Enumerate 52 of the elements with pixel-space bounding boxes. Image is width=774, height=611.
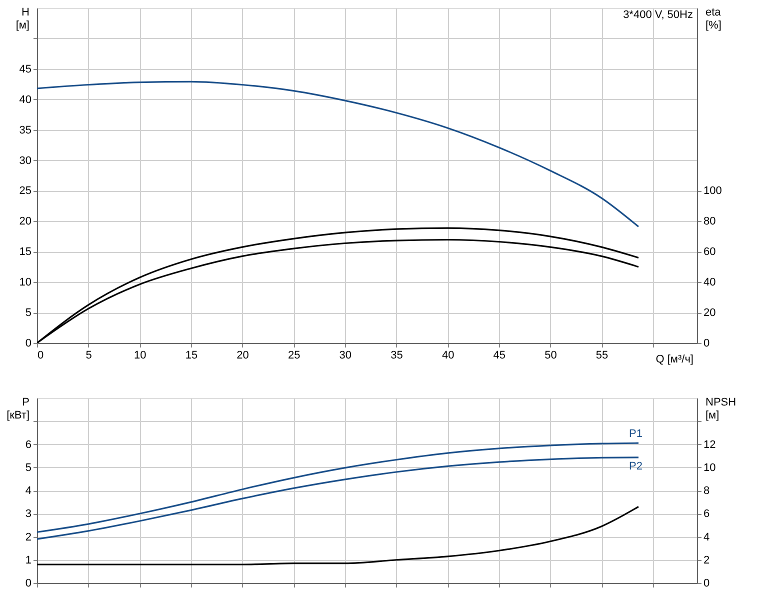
y2-tick-label: 8 [704,485,710,497]
y-tick-label: 0 [25,578,32,590]
x-tick-label: 10 [134,350,146,362]
y2-tick-label: 2 [704,554,710,566]
y-tick-label: 3 [25,508,32,520]
y2-axis-title: eta [%] [706,6,722,32]
y2-tick-label: 80 [704,216,716,228]
y2-axis-title: NPSH [м] [706,396,736,422]
y2-tick-label: 0 [704,578,710,590]
chart-title: 3*400 V, 50Hz [623,9,693,21]
y-tick-label: 15 [19,246,32,258]
y2-tick-label: 0 [704,338,710,350]
line-series [37,506,640,566]
x-tick-label: 15 [185,350,198,362]
x-tick-label: 45 [493,350,506,362]
y-tick-label: 4 [25,485,32,497]
x-tick-label: 35 [390,350,403,362]
y2-tick-label: 60 [704,246,716,258]
y-tick-label: 0 [25,338,32,350]
x-tick-label: 25 [288,350,300,362]
y2-tick-label: 100 [704,185,722,198]
y-tick-label: 25 [19,185,32,198]
y-tick-label: 6 [25,438,32,451]
y2-tick-label: 12 [704,438,716,451]
y-tick-label: 35 [19,124,32,136]
y-tick-label: 40 [19,94,32,106]
y-tick-label: 5 [25,307,32,320]
y-tick-label: 30 [19,154,32,167]
x-tick-label: 0 [38,350,44,362]
y2-tick-label: 20 [704,307,716,320]
y-tick-label: 1 [25,554,32,566]
x-tick-label: 20 [236,350,249,362]
y2-tick-label: 10 [704,462,716,474]
y2-tick-label: 4 [704,531,710,544]
series-label: P2 [629,460,642,472]
y2-tick-label: 40 [704,276,716,289]
x-tick-label: 40 [442,350,454,362]
x-axis-title: Q [м³/ч] [656,354,694,366]
x-tick-label: 55 [596,350,608,362]
y-tick-label: 10 [19,276,32,289]
y-tick-label: 45 [19,63,32,76]
series-label: P1 [629,428,642,440]
y-tick-label: 5 [25,462,32,474]
y-tick-label: 2 [25,531,32,544]
y-axis-title: P [кВт] [6,396,30,422]
x-tick-label: 5 [86,350,92,362]
y-axis-title: H [м] [16,6,30,32]
line-series [37,80,640,228]
y2-tick-label: 6 [704,508,710,520]
y-tick-label: 20 [19,216,32,228]
x-tick-label: 30 [339,350,352,362]
x-tick-label: 50 [544,350,557,362]
